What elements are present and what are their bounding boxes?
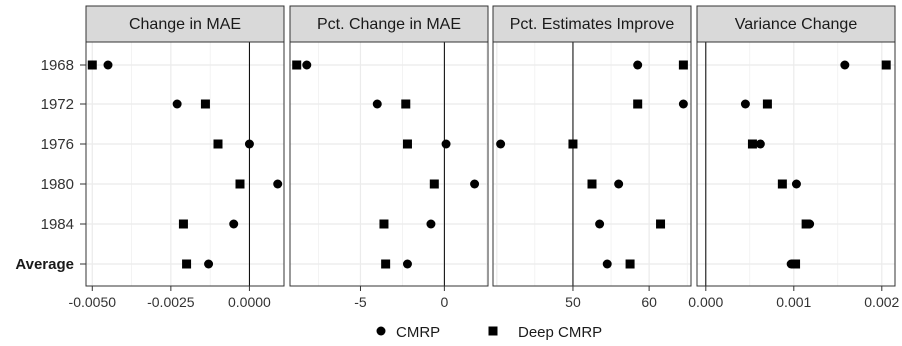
panel-variance-change-plot-area bbox=[697, 42, 895, 286]
panel-pct-estimates-improve-deep-cmrp-point-1976 bbox=[568, 139, 578, 149]
panel-variance-change-deep-cmrp-point-1980 bbox=[777, 179, 787, 189]
panel-pct-estimates-improve-deep-cmrp-point-1984 bbox=[656, 219, 666, 229]
panel-pct-change-in-mae-cmrp-point-1972 bbox=[372, 99, 382, 109]
legend: CMRP Deep CMRP bbox=[376, 324, 602, 341]
legend-square-marker bbox=[488, 326, 498, 336]
ytick-1980-label: 1980 bbox=[41, 176, 74, 193]
panel-variance-change: Variance Change 0.000 0.001 0.002 bbox=[688, 5, 900, 310]
panel-pct-change-in-mae-deep-cmrp-point-1984 bbox=[379, 219, 389, 229]
panel-pct-estimates-improve-deep-cmrp-point-1968 bbox=[678, 60, 688, 70]
panel-pct-change-in-mae-cmrp-point-1980 bbox=[470, 179, 480, 189]
panel-pct-estimates-improve-title: Pct. Estimates Improve bbox=[510, 16, 675, 33]
panel-pct-change-in-mae-plot-area bbox=[290, 42, 488, 286]
panel-pct-change-in-mae-xtick-label: -5 bbox=[354, 294, 367, 310]
ytick-average-label: Average bbox=[15, 256, 74, 273]
panel-pct-change-in-mae-title: Pct. Change in MAE bbox=[317, 16, 461, 33]
panel-change-in-mae-deep-cmrp-point-1972 bbox=[200, 99, 210, 109]
panel-change-in-mae-cmrp-point-1976 bbox=[244, 139, 254, 149]
panel-change-in-mae-title: Change in MAE bbox=[129, 16, 241, 33]
panel-pct-change-in-mae-cmrp-point-1976 bbox=[441, 139, 451, 149]
ytick-1984-label: 1984 bbox=[41, 216, 74, 233]
panel-pct-estimates-improve-deep-cmrp-point-1980 bbox=[587, 179, 597, 189]
legend-circle-marker bbox=[376, 326, 386, 336]
legend-label-deep-cmrp: Deep CMRP bbox=[518, 324, 602, 341]
panel-pct-change-in-mae-cmrp-point-1968 bbox=[302, 60, 312, 70]
panel-change-in-mae-deep-cmrp-point-1968 bbox=[87, 60, 97, 70]
panel-change-in-mae-cmrp-point-1980 bbox=[273, 179, 283, 189]
panel-change-in-mae-strip bbox=[85, 5, 285, 43]
panel-pct-estimates-improve-cmrp-point-1968 bbox=[633, 60, 643, 70]
panel-pct-estimates-improve-cmrp-point-average bbox=[602, 259, 612, 269]
panel-pct-estimates-improve-cmrp-point-1976 bbox=[496, 139, 506, 149]
panel-change-in-mae-xtick-label: -0.0050 bbox=[69, 294, 117, 310]
panel-variance-change-cmrp-point-1968 bbox=[840, 60, 850, 70]
panel-variance-change-deep-cmrp-point-1976 bbox=[747, 139, 757, 149]
panel-pct-change-in-mae-deep-cmrp-point-1980 bbox=[429, 179, 439, 189]
panel-pct-estimates-improve-cmrp-point-1980 bbox=[614, 179, 624, 189]
panel-change-in-mae-deep-cmrp-point-1980 bbox=[235, 179, 245, 189]
panel-pct-change-in-mae: Pct. Change in MAE -5 0 bbox=[289, 5, 489, 310]
panel-variance-change-deep-cmrp-point-1972 bbox=[762, 99, 772, 109]
panel-pct-change-in-mae-deep-cmrp-point-1968 bbox=[292, 60, 302, 70]
panel-variance-change-xtick-label: 0.001 bbox=[776, 294, 811, 310]
panel-change-in-mae-deep-cmrp-point-average bbox=[182, 259, 192, 269]
panel-pct-estimates-improve-xtick-label: 60 bbox=[641, 294, 657, 310]
panel-variance-change-cmrp-point-1976 bbox=[755, 139, 765, 149]
panel-pct-change-in-mae-xtick-label: 0 bbox=[440, 294, 448, 310]
legend-label-cmrp: CMRP bbox=[396, 324, 440, 341]
panel-change-in-mae-xtick-label: 0.0000 bbox=[228, 294, 271, 310]
ytick-1972-label: 1972 bbox=[41, 96, 74, 113]
panel-variance-change-deep-cmrp-point-1984 bbox=[801, 219, 811, 229]
panel-pct-change-in-mae-strip bbox=[289, 5, 489, 43]
ytick-1968-label: 1968 bbox=[41, 57, 74, 74]
panel-pct-change-in-mae-border bbox=[289, 41, 489, 287]
ytick-1976-label: 1976 bbox=[41, 136, 74, 153]
panel-variance-change-strip bbox=[696, 5, 896, 43]
y-axis: 1968 1972 1976 1980 1984 Average bbox=[15, 57, 86, 273]
panel-change-in-mae-xtick-label: -0.0025 bbox=[147, 294, 195, 310]
panel-pct-change-in-mae-deep-cmrp-point-1976 bbox=[402, 139, 412, 149]
panel-change-in-mae-cmrp-point-1972 bbox=[172, 99, 182, 109]
panel-change-in-mae-plot-area bbox=[86, 42, 284, 286]
panel-pct-change-in-mae-cmrp-point-average bbox=[402, 259, 412, 269]
panel-variance-change-cmrp-point-1972 bbox=[740, 99, 750, 109]
panel-change-in-mae-border bbox=[85, 41, 285, 287]
panel-variance-change-title: Variance Change bbox=[735, 16, 858, 33]
panel-variance-change-xtick-label: 0.000 bbox=[688, 294, 723, 310]
panel-variance-change-deep-cmrp-point-1968 bbox=[881, 60, 891, 70]
panel-pct-estimates-improve-cmrp-point-1972 bbox=[678, 99, 688, 109]
panel-variance-change-deep-cmrp-point-average bbox=[791, 259, 801, 269]
panel-change-in-mae-deep-cmrp-point-1984 bbox=[178, 219, 188, 229]
panel-change-in-mae: Change in MAE -0.0050 -0.0025 0.0000 bbox=[69, 5, 285, 310]
panel-variance-change-xtick-label: 0.002 bbox=[864, 294, 899, 310]
panel-change-in-mae-cmrp-point-1984 bbox=[229, 219, 239, 229]
panel-pct-estimates-improve: Pct. Estimates Improve 50 60 bbox=[492, 5, 692, 310]
panel-change-in-mae-deep-cmrp-point-1976 bbox=[213, 139, 223, 149]
panel-pct-change-in-mae-deep-cmrp-point-1972 bbox=[401, 99, 411, 109]
panel-variance-change-border bbox=[696, 41, 896, 287]
panel-variance-change-cmrp-point-1980 bbox=[791, 179, 801, 189]
panel-change-in-mae-cmrp-point-average bbox=[204, 259, 214, 269]
panel-pct-estimates-improve-xtick-label: 50 bbox=[565, 294, 581, 310]
panel-pct-change-in-mae-deep-cmrp-point-average bbox=[381, 259, 391, 269]
panel-change-in-mae-cmrp-point-1968 bbox=[103, 60, 113, 70]
panel-pct-estimates-improve-cmrp-point-1984 bbox=[595, 219, 605, 229]
panel-pct-change-in-mae-cmrp-point-1984 bbox=[426, 219, 436, 229]
panel-pct-estimates-improve-deep-cmrp-point-1972 bbox=[633, 99, 643, 109]
panel-pct-estimates-improve-plot-area bbox=[493, 42, 691, 286]
panel-pct-estimates-improve-border bbox=[492, 41, 692, 287]
panel-pct-estimates-improve-deep-cmrp-point-average bbox=[625, 259, 635, 269]
panel-pct-estimates-improve-strip bbox=[492, 5, 692, 43]
